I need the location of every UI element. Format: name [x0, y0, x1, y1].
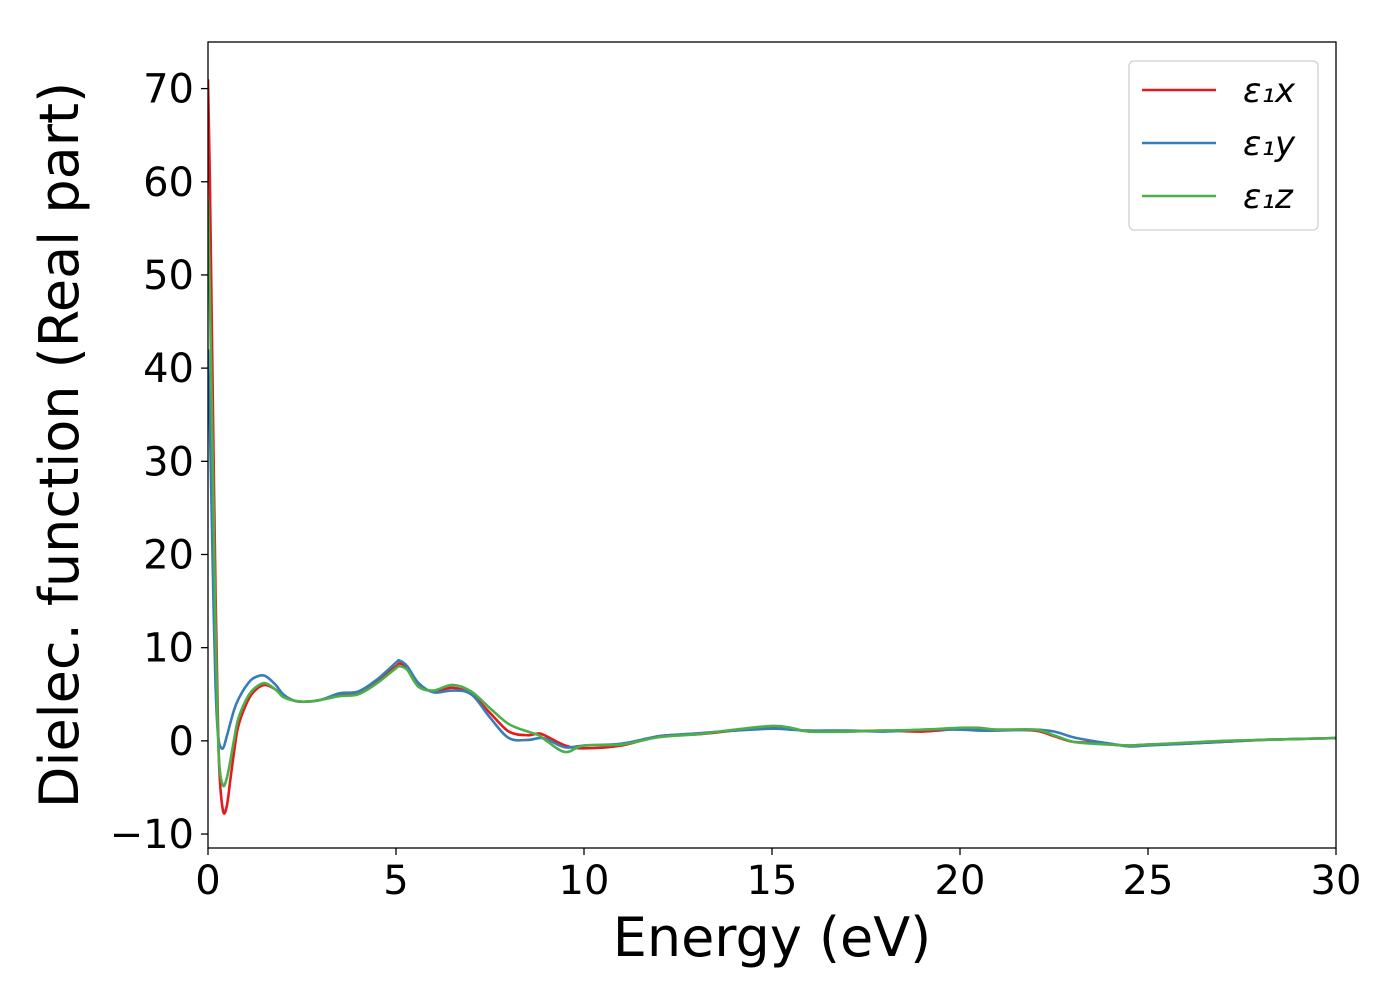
legend-item: ε₁x — [1142, 71, 1296, 111]
y-tick-label: 30 — [143, 439, 194, 485]
legend-label: ε₁y — [1243, 124, 1296, 164]
y-tick-label: −10 — [110, 812, 194, 858]
y-tick-label: 20 — [143, 532, 194, 578]
x-tick-label: 15 — [747, 858, 798, 904]
series-line-2 — [208, 349, 1336, 750]
series-line-3 — [208, 200, 1336, 788]
legend-label: ε₁x — [1243, 71, 1296, 111]
x-tick-label: 0 — [195, 858, 220, 904]
series-layer — [208, 79, 1336, 815]
y-tick-label: 50 — [143, 253, 194, 299]
legend-item: ε₁z — [1142, 177, 1294, 217]
x-tick-label: 25 — [1123, 858, 1174, 904]
x-tick-label: 5 — [383, 858, 408, 904]
y-tick-label: 10 — [143, 626, 194, 672]
y-tick-label: 40 — [143, 346, 194, 392]
y-axis-ticks: −10 0 10 20 30 40 50 60 70 — [110, 67, 208, 858]
x-axis-title: Energy (eV) — [613, 906, 932, 969]
x-tick-label: 30 — [1311, 858, 1362, 904]
y-axis-title: Dielec. function (Real part) — [28, 82, 91, 808]
y-tick-label: 70 — [143, 67, 194, 113]
x-tick-label: 20 — [935, 858, 986, 904]
y-tick-label: 60 — [143, 160, 194, 206]
y-tick-label: 0 — [169, 719, 194, 765]
legend: ε₁x ε₁y ε₁z — [1128, 60, 1319, 231]
x-tick-label: 10 — [559, 858, 610, 904]
legend-box — [1128, 60, 1319, 231]
legend-label: ε₁z — [1243, 177, 1294, 217]
legend-item: ε₁y — [1142, 124, 1296, 164]
x-axis-ticks: 0 5 10 15 20 25 30 — [195, 848, 1361, 904]
